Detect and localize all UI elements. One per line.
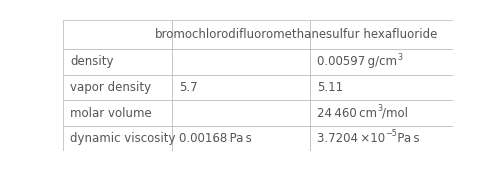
Text: 3: 3	[0, 169, 1, 170]
Bar	[310, 20, 453, 49]
Text: bromochlorodifluoromethane: bromochlorodifluoromethane	[155, 28, 327, 41]
Bar	[172, 20, 310, 49]
Bar	[63, 75, 172, 100]
Text: 3: 3	[377, 104, 382, 113]
Bar	[63, 20, 172, 49]
Text: 24 460 cm: 24 460 cm	[317, 107, 377, 120]
Bar	[172, 49, 310, 75]
Text: −5: −5	[0, 169, 1, 170]
Text: 3.7204 ×10: 3.7204 ×10	[317, 132, 386, 145]
Text: sulfur hexafluoride: sulfur hexafluoride	[326, 28, 437, 41]
Bar	[63, 100, 172, 126]
Text: 0.00597 g/cm: 0.00597 g/cm	[317, 55, 397, 69]
Text: density: density	[70, 55, 113, 69]
Bar	[172, 100, 310, 126]
Bar	[172, 75, 310, 100]
Text: /mol: /mol	[382, 107, 408, 120]
Text: Pa s: Pa s	[395, 132, 420, 145]
Bar	[172, 126, 310, 151]
Text: 5.11: 5.11	[317, 81, 344, 94]
Text: 5.7: 5.7	[179, 81, 198, 94]
Text: −5: −5	[386, 129, 397, 138]
Bar	[310, 100, 453, 126]
Text: molar volume: molar volume	[70, 107, 151, 120]
Bar	[310, 75, 453, 100]
Text: vapor density: vapor density	[70, 81, 151, 94]
Bar	[310, 126, 453, 151]
Bar	[310, 49, 453, 75]
Text: 3: 3	[397, 53, 402, 62]
Bar	[63, 126, 172, 151]
Text: dynamic viscosity: dynamic viscosity	[70, 132, 176, 145]
Bar	[63, 49, 172, 75]
Text: 0.00168 Pa s: 0.00168 Pa s	[179, 132, 252, 145]
